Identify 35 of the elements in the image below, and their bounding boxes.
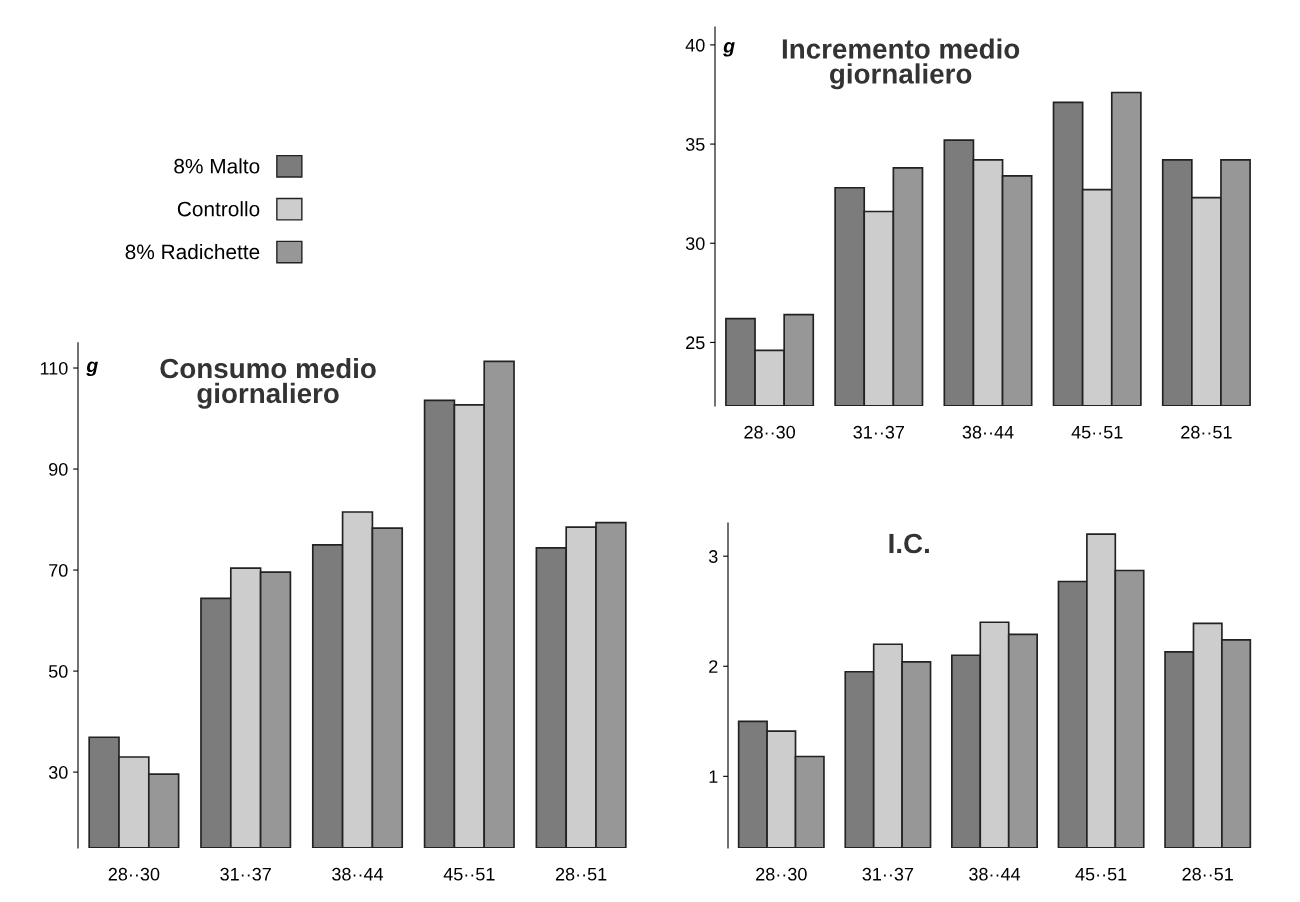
y-tick-label: 2: [709, 660, 718, 673]
y-tick-label: 30: [48, 766, 68, 779]
legend-label: 8% Malto: [174, 158, 260, 174]
x-tick-label: 45··51: [1071, 426, 1123, 439]
x-tick-label: 38··44: [969, 867, 1021, 881]
text: Incremento medio giornaliero: [782, 38, 1020, 90]
text: Consumo medio giornaliero: [160, 357, 376, 409]
x-tick-label: 28··30: [108, 867, 160, 881]
x-tick-label: 28··30: [744, 425, 795, 439]
x-tick-label: 45··51: [443, 867, 495, 881]
chart-title: I.C.: [889, 533, 929, 554]
x-tick-label: 28··51: [555, 867, 607, 881]
x-tick-label: 38··44: [962, 425, 1014, 439]
y-tick-label: 35: [685, 138, 705, 151]
x-tick-label: 45··51: [1075, 867, 1127, 881]
y-tick-label: 30: [685, 237, 705, 250]
y-tick-label: 40: [685, 38, 705, 52]
y-tick-label: 90: [49, 462, 68, 476]
y-axis-title: g: [86, 361, 98, 377]
y-tick-label: 1: [709, 770, 718, 783]
x-tick-label: 31··37: [220, 867, 271, 881]
y-tick-label: 70: [49, 564, 68, 577]
legend-label: Controllo: [177, 201, 260, 217]
legend-label: 8% Radichette: [125, 243, 260, 260]
x-tick-label: 31··37: [862, 867, 914, 881]
y-axis-title: g: [723, 42, 735, 57]
x-tick-label: 28··51: [1182, 867, 1233, 881]
y-tick-label: 50: [48, 665, 68, 678]
y-tick-label: 3: [708, 550, 718, 563]
y-tick-label: 25: [686, 336, 705, 350]
y-tick-label: 110: [40, 361, 68, 375]
x-tick-label: 38··44: [332, 867, 384, 881]
x-tick-label: 31··37: [853, 425, 904, 439]
x-tick-label: 28··30: [756, 867, 807, 881]
x-tick-label: 28··51: [1181, 425, 1232, 439]
